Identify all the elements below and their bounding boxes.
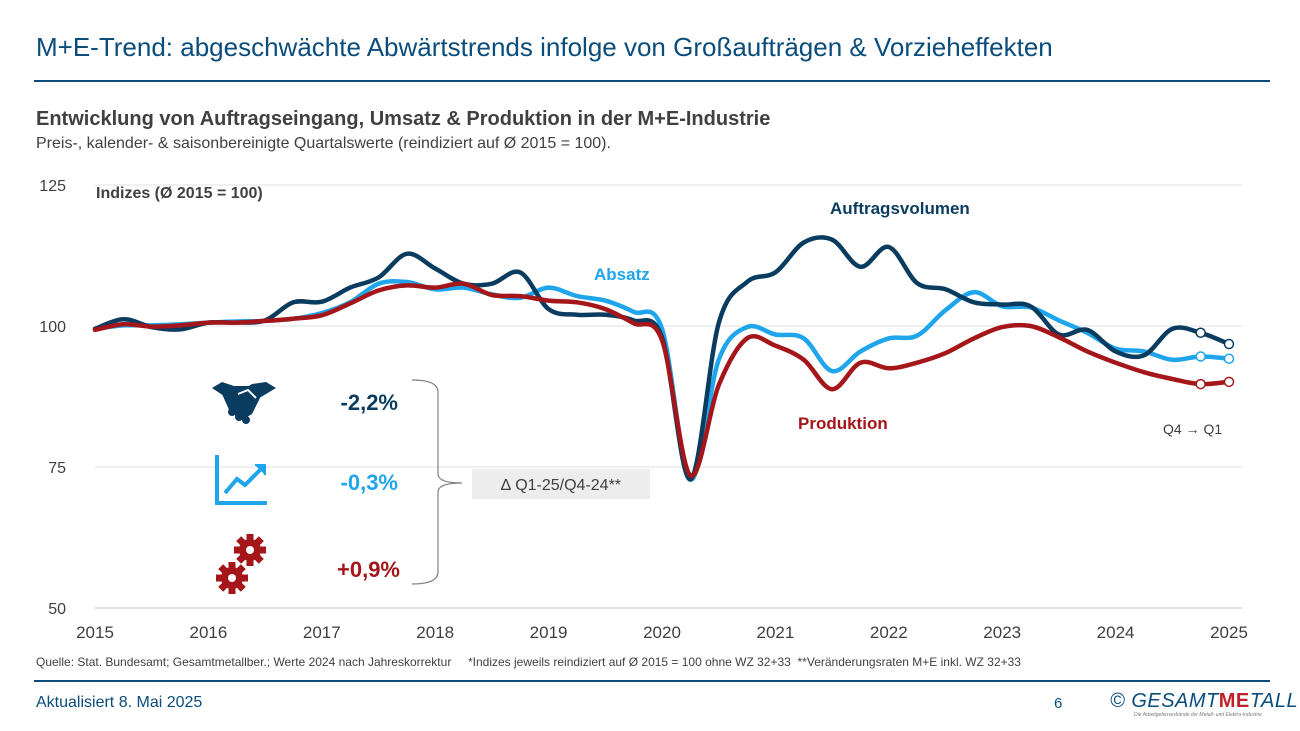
handshake-icon: [212, 382, 276, 424]
x-tick-label: 2023: [983, 623, 1021, 642]
series-line-absatz: [92, 278, 1232, 482]
change-value-auftrag: -2,2%: [341, 390, 398, 415]
grid-lines: [95, 184, 1242, 609]
logo-tagline: Die Arbeitgeberverbände der Metall- und …: [1134, 712, 1262, 718]
series-lines: [92, 235, 1232, 482]
gears-icon: [216, 534, 266, 594]
logo-text-pre: GESAMT: [1131, 690, 1219, 712]
series-line-auftragsvolumen: [92, 235, 1232, 482]
x-tick-label: 2016: [189, 623, 227, 642]
endpoint-marker: [1195, 378, 1206, 390]
series-label-absatz: Absatz: [594, 265, 650, 284]
y-tick-label: 75: [48, 460, 66, 477]
annotation-q4-q1: Q4 → Q1: [1163, 421, 1222, 437]
chart-title: Entwicklung von Auftragseingang, Umsatz …: [36, 108, 771, 130]
change-value-absatz: -0,3%: [341, 470, 398, 495]
page-number: 6: [1054, 695, 1063, 712]
x-tick-labels: 2015 2016 2017 2018 2019 2020 2021 2022 2023 2024…: [76, 623, 1248, 642]
endpoint-marker: [1223, 338, 1235, 350]
series-label-produktion: Produktion: [798, 414, 888, 433]
x-tick-label: 2021: [756, 623, 794, 642]
x-tick-label: 2018: [416, 623, 454, 642]
series-label-auftrag: Auftragsvolumen: [830, 199, 970, 218]
change-value-produktion: +0,9%: [337, 557, 400, 582]
page-title: M+E-Trend: abgeschwächte Abwärtstrends i…: [36, 32, 1053, 62]
logo-text-me: ME: [1218, 690, 1250, 712]
series-line-produktion: [92, 281, 1232, 478]
endpoint-markers: [1195, 327, 1235, 390]
chart-subtitle: Preis-, kalender- & saisonbereinigte Qua…: [36, 135, 611, 152]
updated-date: Aktualisiert 8. Mai 2025: [36, 694, 203, 711]
x-tick-label: 2024: [1097, 623, 1135, 642]
y-tick-labels: 125 100 75 50: [39, 178, 66, 618]
x-tick-label: 2019: [530, 623, 568, 642]
gesamtmetall-logo: © GESAMTMETALL: [1110, 690, 1298, 713]
endpoint-marker: [1195, 327, 1206, 339]
footer-divider: [34, 680, 1270, 682]
x-tick-label: 2017: [303, 623, 341, 642]
change-label-box: [472, 469, 650, 499]
endpoint-marker: [1223, 376, 1235, 388]
growth-chart-icon: [215, 455, 267, 505]
header-divider: [34, 80, 1270, 82]
y-tick-label: 100: [39, 319, 66, 336]
y-axis-label: Indizes (Ø 2015 = 100): [96, 185, 263, 202]
endpoint-marker: [1195, 351, 1206, 362]
y-tick-label: 125: [39, 178, 66, 195]
x-tick-label: 2022: [870, 623, 908, 642]
x-tick-label: 2015: [76, 623, 114, 642]
logo-text-post: TALL: [1249, 690, 1299, 712]
logo-copyright: ©: [1110, 690, 1126, 712]
endpoint-marker: [1223, 353, 1235, 364]
change-brace: [411, 379, 463, 585]
x-tick-label: 2025: [1210, 623, 1248, 642]
change-label: ∆ Q1-25/Q4-24**: [501, 477, 621, 494]
y-tick-label: 50: [48, 601, 66, 618]
x-tick-label: 2020: [643, 623, 681, 642]
source-note: Quelle: Stat. Bundesamt; Gesamtmetallber…: [36, 655, 1021, 669]
